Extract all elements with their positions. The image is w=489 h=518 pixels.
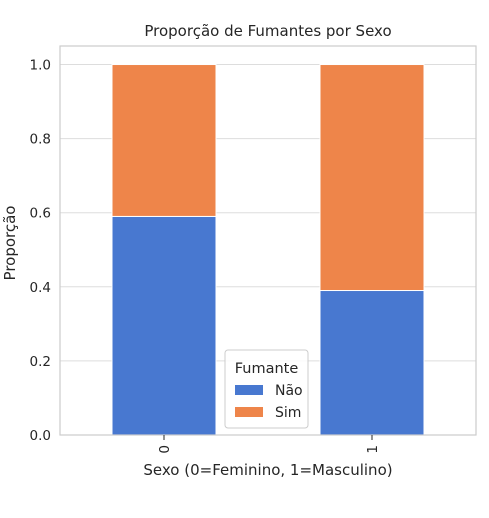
legend-swatch-sim (235, 407, 263, 417)
bar-sim-1 (319, 64, 425, 292)
legend-label-sim: Sim (275, 405, 301, 421)
legend-label-nao: Não (275, 383, 303, 399)
legend: Fumante Não Sim (224, 349, 309, 429)
y-axis-label: Proporção (1, 206, 19, 281)
y-tick-label: 0.8 (30, 132, 51, 148)
y-tick-label: 0.0 (30, 428, 51, 444)
bar-n-o-0 (111, 215, 217, 436)
chart-title: Proporção de Fumantes por Sexo (144, 22, 391, 40)
legend-swatch-nao (235, 385, 263, 395)
bar-n-o-1 (319, 290, 425, 436)
bar-sim-0 (111, 64, 217, 217)
bars (111, 64, 425, 436)
x-tick-label: 0 (157, 445, 173, 454)
plot-frame (59, 45, 477, 436)
y-tick-label: 0.4 (30, 280, 51, 296)
x-axis-label: Sexo (0=Feminino, 1=Masculino) (143, 461, 392, 479)
y-tick-label: 1.0 (30, 58, 51, 74)
x-tick-label: 1 (365, 445, 381, 454)
y-tick-labels: 0.0 0.2 0.4 0.6 0.8 1.0 (30, 58, 51, 444)
y-tick-label: 0.2 (30, 354, 51, 370)
y-tick-label: 0.6 (30, 206, 51, 222)
legend-title: Fumante (235, 361, 299, 377)
